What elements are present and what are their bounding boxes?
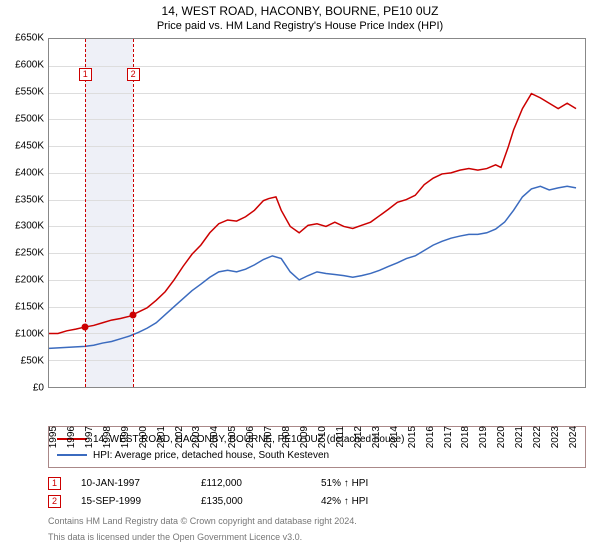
x-tick-label: 2003 [191,426,202,448]
legend-item: HPI: Average price, detached house, Sout… [57,447,577,463]
x-tick-label: 2022 [532,426,543,448]
sale-marker: 2 [48,495,61,508]
x-tick-label: 2016 [425,426,436,448]
legend-label: HPI: Average price, detached house, Sout… [93,450,329,461]
sale-dot [130,311,137,318]
x-tick-label: 2017 [443,426,454,448]
x-tick-label: 2012 [353,426,364,448]
sale-price: £135,000 [201,496,301,507]
y-tick-label: £50K [21,356,44,367]
price-chart: 12 £0£50K£100K£150K£200K£250K£300K£350K£… [48,38,586,388]
x-tick-label: 1995 [48,426,59,448]
chart-lines [49,39,585,387]
sale-date: 10-JAN-1997 [81,478,181,489]
x-axis-labels: 1995199619971998199920002001200220032004… [48,388,586,422]
y-tick-label: £400K [15,167,44,178]
sale-dot [82,324,89,331]
sale-marker-box: 2 [127,68,140,81]
x-tick-label: 2008 [281,426,292,448]
series-line-hpi [49,186,576,348]
x-tick-label: 2021 [514,426,525,448]
x-tick-label: 2006 [245,426,256,448]
sale-marker-box: 1 [79,68,92,81]
sale-date: 15-SEP-1999 [81,496,181,507]
x-tick-label: 1998 [102,426,113,448]
sale-marker: 1 [48,477,61,490]
x-tick-label: 2005 [227,426,238,448]
x-tick-label: 2014 [389,426,400,448]
x-tick-label: 1996 [66,426,77,448]
sale-pct: 42% ↑ HPI [321,496,441,507]
x-tick-label: 2001 [156,426,167,448]
y-tick-label: £600K [15,59,44,70]
x-tick-label: 2018 [460,426,471,448]
y-tick-label: £450K [15,140,44,151]
x-tick-label: 2015 [407,426,418,448]
sales-row: 2 15-SEP-1999 £135,000 42% ↑ HPI [48,492,586,510]
x-tick-label: 2007 [263,426,274,448]
y-tick-label: £150K [15,302,44,313]
plot-area: 12 [48,38,586,388]
x-tick-label: 2009 [299,426,310,448]
sale-price: £112,000 [201,478,301,489]
legend-swatch [57,454,87,456]
y-tick-label: £650K [15,33,44,44]
sale-pct: 51% ↑ HPI [321,478,441,489]
x-tick-label: 2013 [371,426,382,448]
y-tick-label: £500K [15,113,44,124]
footer-text: Contains HM Land Registry data © Crown c… [48,516,586,526]
y-tick-label: £250K [15,248,44,259]
chart-container: 14, WEST ROAD, HACONBY, BOURNE, PE10 0UZ… [0,0,600,560]
x-tick-label: 1999 [120,426,131,448]
sales-row: 1 10-JAN-1997 £112,000 51% ↑ HPI [48,474,586,492]
x-tick-label: 2023 [550,426,561,448]
x-tick-label: 1997 [84,426,95,448]
x-tick-label: 2024 [568,426,579,448]
chart-subtitle: Price paid vs. HM Land Registry's House … [0,18,600,34]
y-tick-label: £100K [15,329,44,340]
sales-table: 1 10-JAN-1997 £112,000 51% ↑ HPI 2 15-SE… [48,474,586,510]
y-tick-label: £0 [33,383,44,394]
x-tick-label: 2011 [335,426,346,448]
footer-text: This data is licensed under the Open Gov… [48,532,586,542]
x-tick-label: 2010 [317,426,328,448]
x-tick-label: 2020 [496,426,507,448]
y-tick-label: £300K [15,221,44,232]
y-tick-label: £200K [15,275,44,286]
x-tick-label: 2000 [138,426,149,448]
x-tick-label: 2004 [209,426,220,448]
y-tick-label: £350K [15,194,44,205]
y-tick-label: £550K [15,86,44,97]
x-tick-label: 2019 [478,426,489,448]
chart-title: 14, WEST ROAD, HACONBY, BOURNE, PE10 0UZ [0,0,600,18]
series-line-price_paid [49,94,576,334]
x-tick-label: 2002 [174,426,185,448]
